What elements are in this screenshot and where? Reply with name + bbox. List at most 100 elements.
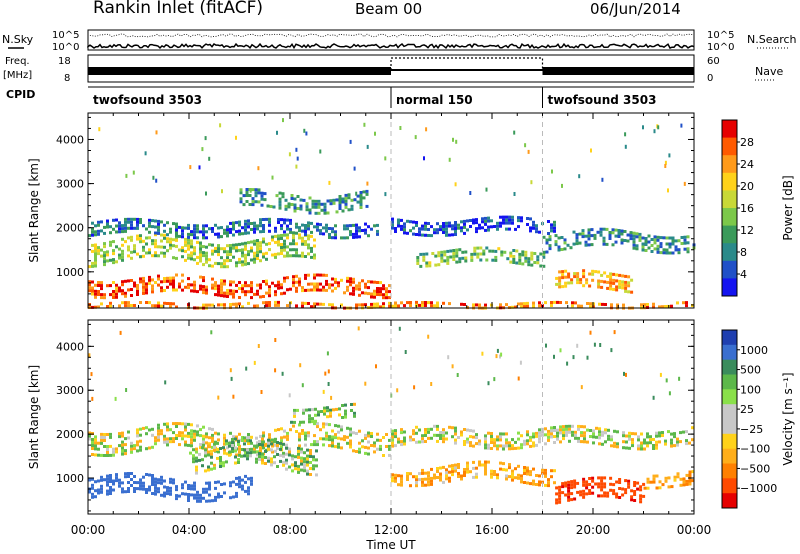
data-cell (337, 284, 340, 288)
data-cell (484, 440, 487, 444)
data-cell (201, 458, 204, 462)
nsky-tick-high: 10^5 (52, 30, 79, 41)
data-cell (394, 479, 397, 483)
data-cell (598, 442, 601, 446)
data-cell (241, 448, 244, 451)
data-cell (211, 252, 214, 256)
data-cell (364, 436, 367, 440)
data-cell (365, 192, 369, 196)
data-cell (427, 483, 430, 487)
data-cell (106, 253, 109, 257)
data-cell (193, 280, 196, 284)
data-cell (175, 434, 178, 437)
data-cell (502, 468, 505, 472)
data-cell (673, 478, 677, 482)
velocity-colorbar-swatch (722, 419, 737, 435)
data-cell (264, 456, 267, 459)
data-cell (454, 463, 457, 467)
data-cell (359, 206, 363, 209)
data-cell (394, 435, 397, 439)
data-cell (157, 478, 160, 482)
data-cell (330, 395, 333, 400)
data-cell (208, 303, 211, 307)
data-cell (600, 479, 604, 483)
data-cell (523, 481, 526, 484)
data-cell (244, 219, 247, 223)
data-cell (646, 432, 649, 436)
data-cell (94, 255, 97, 259)
data-cell (207, 468, 210, 472)
data-cell (676, 437, 679, 441)
data-cell (293, 408, 296, 412)
data-cell (430, 479, 433, 483)
data-cell (473, 246, 477, 250)
data-cell (454, 221, 457, 224)
data-cell (484, 219, 487, 223)
data-cell (169, 276, 172, 280)
data-cell (588, 483, 592, 486)
data-cell (382, 296, 385, 300)
data-cell (196, 496, 199, 500)
data-cell (349, 445, 352, 449)
data-cell (192, 457, 195, 461)
x-axis-label: Time UT (365, 538, 416, 552)
data-cell (584, 243, 588, 247)
data-cell (187, 226, 190, 230)
data-cell (205, 230, 208, 234)
data-cell (199, 244, 202, 248)
data-cell (271, 253, 274, 257)
data-cell (415, 300, 418, 304)
data-cell (313, 288, 316, 292)
data-cell (106, 492, 109, 496)
data-cell (481, 351, 484, 356)
data-cell (229, 253, 232, 256)
station-title: Rankin Inlet (fitACF) (93, 0, 264, 18)
data-cell (139, 448, 142, 452)
data-cell (106, 445, 109, 448)
data-cell (487, 216, 490, 220)
data-cell (184, 428, 187, 432)
data-cell (292, 239, 295, 243)
data-cell (418, 230, 421, 234)
data-cell (415, 221, 418, 224)
data-cell (355, 450, 358, 453)
data-cell (526, 430, 529, 434)
data-cell (664, 479, 668, 483)
data-cell (115, 286, 118, 290)
data-cell (414, 135, 417, 140)
data-cell (629, 231, 633, 235)
data-cell (603, 280, 607, 284)
data-cell (148, 236, 151, 240)
data-cell (439, 431, 442, 434)
data-cell (247, 433, 250, 436)
data-cell (580, 385, 583, 390)
data-cell (587, 234, 591, 238)
data-cell (458, 260, 462, 264)
data-cell (219, 465, 222, 468)
data-cell (306, 463, 309, 467)
data-cell (517, 473, 520, 477)
data-cell (439, 475, 442, 479)
data-cell (223, 482, 226, 486)
data-cell (320, 410, 323, 413)
data-cell (292, 424, 295, 428)
data-cell (196, 224, 199, 228)
data-cell (304, 437, 307, 441)
data-cell (268, 436, 271, 440)
data-cell (262, 252, 265, 256)
data-cell (207, 465, 210, 469)
data-cell (610, 348, 613, 353)
data-cell (346, 279, 349, 283)
data-cell (511, 221, 514, 225)
data-cell (184, 258, 187, 262)
data-cell (475, 218, 478, 222)
data-cell (406, 301, 409, 305)
data-cell (208, 487, 211, 491)
data-cell (238, 281, 241, 284)
data-cell (562, 425, 565, 429)
data-cell (427, 301, 430, 305)
data-cell (121, 490, 124, 494)
data-cell (635, 247, 639, 251)
data-cell (448, 464, 451, 468)
data-cell (316, 228, 319, 232)
